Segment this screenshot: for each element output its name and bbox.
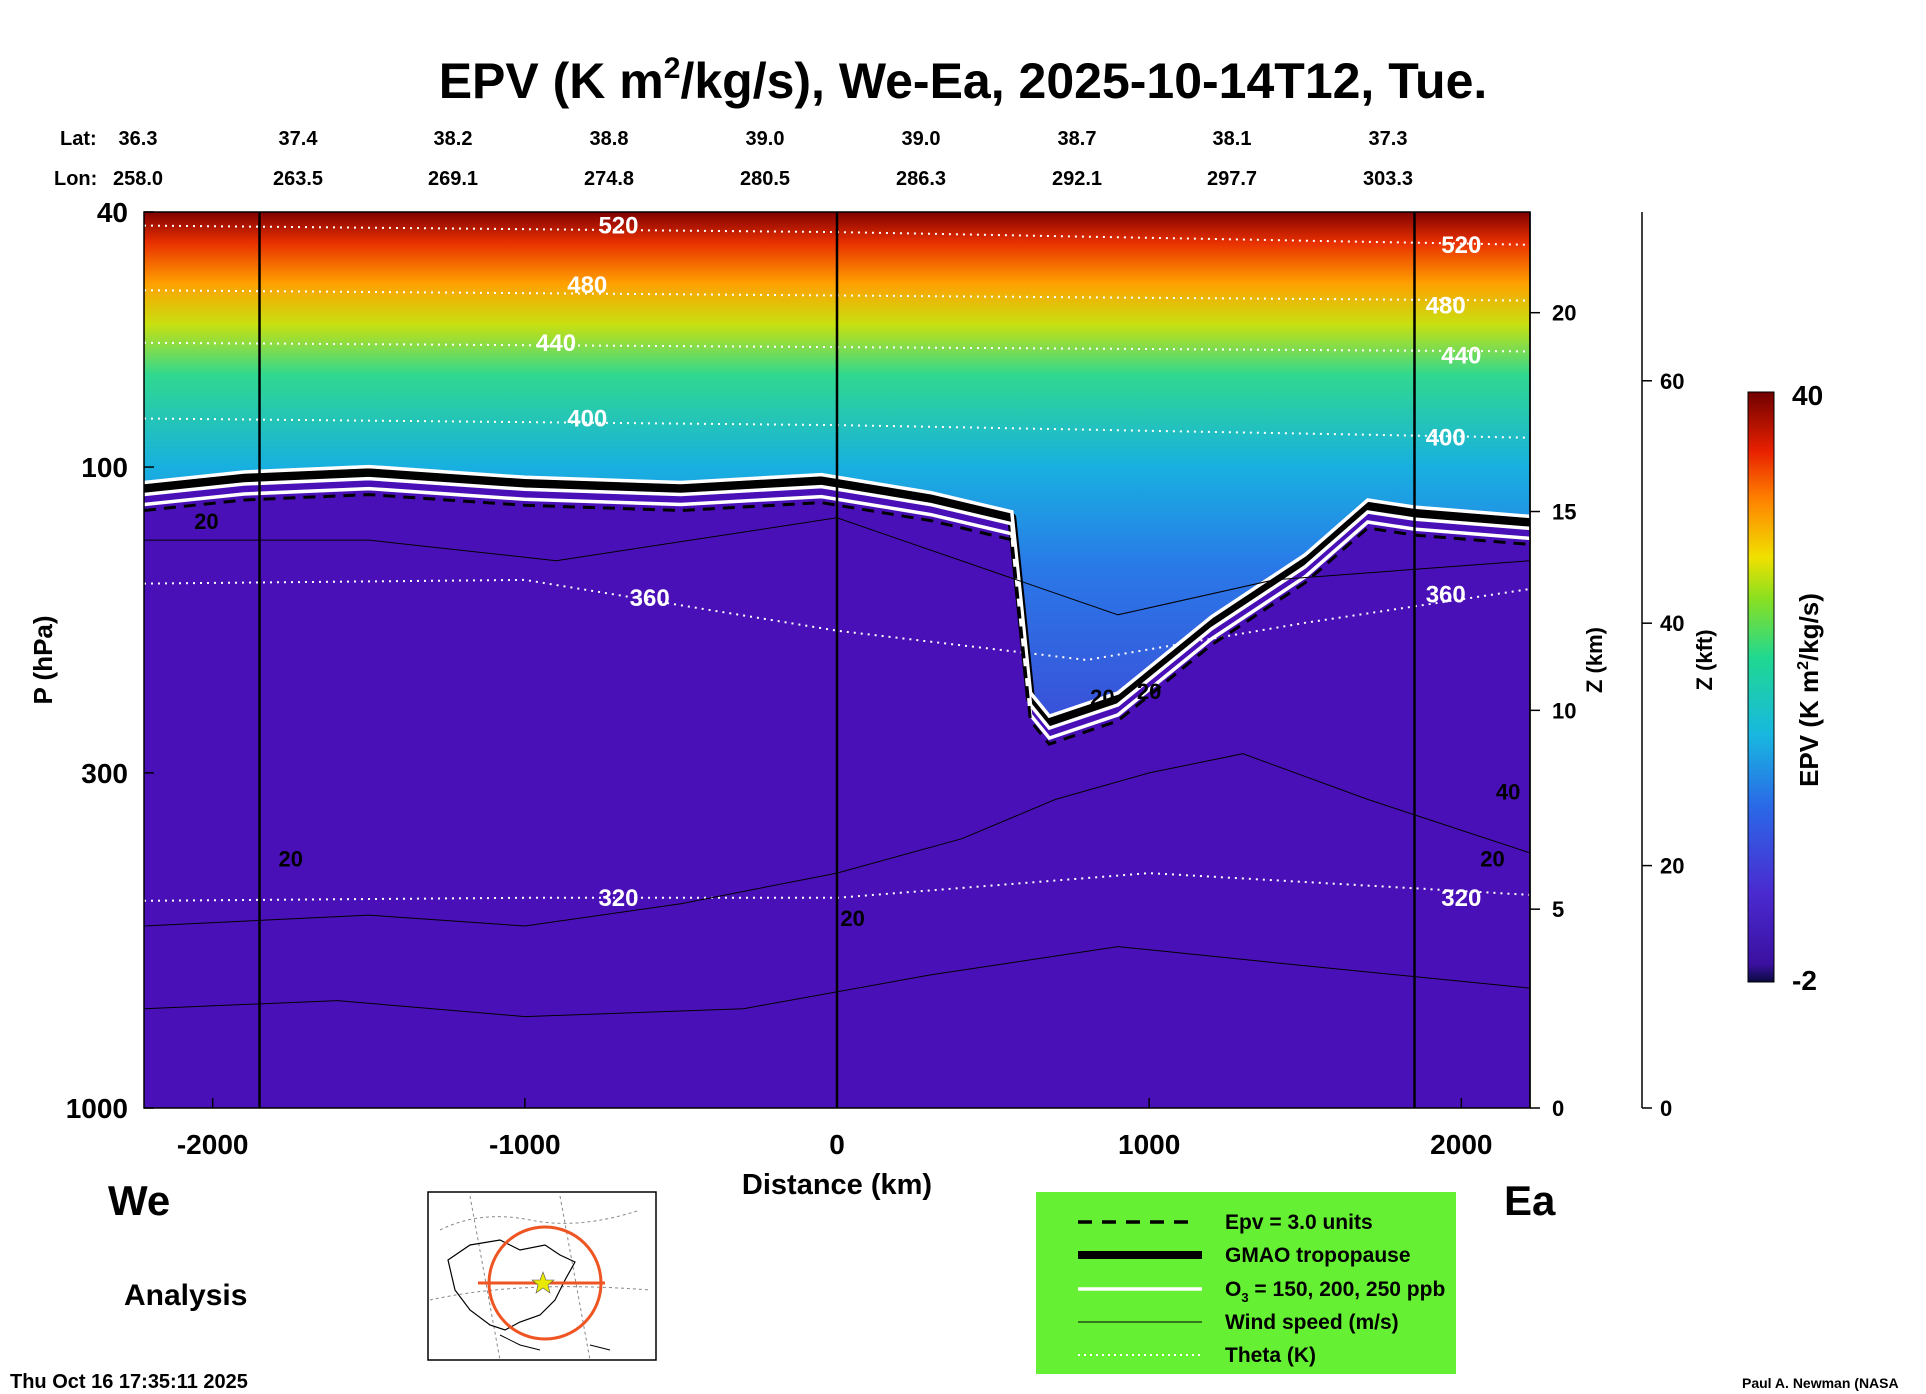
z-km-tick-label-1: 5 [1552,897,1564,922]
lon-tick-2: 269.1 [428,168,478,190]
legend-wind-label: Wind speed (m/s) [1225,1311,1399,1334]
x-tick-label-0: -2000 [177,1129,249,1160]
colorbar-label-sup: 2 [1795,661,1812,670]
x-tick-label-4: 2000 [1430,1129,1492,1160]
legend-ozone-label: O3 = 150, 200, 250 ppb [1225,1278,1445,1305]
lon-tick-0: 258.0 [113,168,163,190]
lat-tick-7: 38.1 [1213,128,1252,150]
chart-title: EPV (K m2/kg/s), We-Ea, 2025-10-14T12, T… [439,52,1488,109]
x-tick-label-1: -1000 [489,1129,561,1160]
z-km-tick-label-2: 10 [1552,698,1576,723]
y-axis: 40 100 300 1000 [66,197,154,1124]
wind-label-3: 20 [1090,685,1114,710]
east-end-label: Ea [1504,1177,1556,1224]
title-sup: 2 [664,52,681,85]
location-map [427,1191,657,1361]
theta-label-2: 440 [536,330,576,357]
y-tick-label-3: 1000 [66,1093,128,1124]
lat-tick-3: 38.8 [590,128,629,150]
z-kft-axis-label: Z (kft) [1692,629,1717,690]
analysis-label: Analysis [124,1279,247,1312]
ozone-line-2 [144,486,1530,741]
colorbar-label: EPV (K m2/kg/s) [1794,593,1824,787]
legend-theta-label: Theta (K) [1225,1344,1316,1367]
x-tick-label-2: 0 [829,1129,845,1160]
wind-label-2: 20 [840,906,864,931]
lon-tick-7: 297.7 [1207,168,1257,190]
lon-tick-5: 286.3 [896,168,946,190]
lat-tick-labels: 36.3 37.4 38.2 38.8 39.0 39.0 38.7 38.1 37.3 [119,128,1408,150]
x-axis: -2000 -1000 0 1000 2000 [177,1098,1492,1160]
wind-label-4: 20 [1137,679,1161,704]
title-suffix: /kg/s), We-Ea, 2025-10-14T12, Tue. [680,53,1487,109]
theta-label-8: 440 [1441,343,1481,370]
legend-ozone-prefix: O [1225,1278,1241,1301]
colorbar-min-label: -2 [1792,965,1817,996]
x-tick-label-3: 1000 [1118,1129,1180,1160]
y-axis-label: P (hPa) [28,615,58,704]
z-kft-tick-label-2: 40 [1660,611,1684,636]
z-kft-axis: 0 20 40 60 [1641,212,1684,1121]
lat-label: Lat: [60,128,97,150]
theta-label-9: 400 [1426,425,1466,452]
lat-tick-8: 37.3 [1369,128,1408,150]
wind-label-6: 20 [1480,847,1504,872]
z-km-tick-label-0: 0 [1552,1096,1564,1121]
lat-tick-5: 39.0 [902,128,941,150]
lon-tick-4: 280.5 [740,168,790,190]
lon-label: Lon: [54,168,97,190]
west-end-label: We [108,1177,170,1224]
lon-tick-labels: 258.0 263.5 269.1 274.8 280.5 286.3 292.1 297.7… [113,168,1413,190]
lon-tick-1: 263.5 [273,168,323,190]
lat-tick-1: 37.4 [279,128,319,150]
theta-label-1: 480 [567,272,607,299]
legend: Epv = 3.0 units GMAO tropopause O3 = 150… [1036,1192,1456,1374]
y-tick-label-2: 300 [81,758,128,789]
timestamp: Thu Oct 16 17:35:11 2025 [10,1371,248,1393]
lat-tick-6: 38.7 [1058,128,1097,150]
z-km-axis-label: Z (km) [1582,627,1607,693]
theta-label-3: 400 [567,406,607,433]
theta-label-7: 480 [1426,293,1466,320]
z-km-tick-label-3: 15 [1552,500,1576,525]
title-prefix: EPV (K m [439,53,664,109]
colorbar-label-suffix: /kg/s) [1794,593,1824,661]
wind-label-0: 20 [194,509,218,534]
colorbar [1747,391,1775,983]
theta-label-0: 520 [598,213,638,240]
lat-tick-4: 39.0 [746,128,785,150]
map-star-icon [531,1271,555,1294]
credit: Paul A. Newman (NASA [1742,1375,1899,1391]
z-km-tick-label-4: 20 [1552,301,1576,326]
y-tick-label-1: 100 [81,452,128,483]
colorbar-label-prefix: EPV (K m [1794,670,1824,787]
z-km-axis: 0 5 10 15 20 [1529,212,1576,1121]
epv-contour-line [144,493,1530,746]
lon-tick-3: 274.8 [584,168,634,190]
y-tick-label-0: 40 [97,197,128,228]
theta-label-5: 320 [598,885,638,912]
theta-label-4: 360 [630,585,670,612]
wind-contour-0 [144,753,1530,927]
legend-tropopause-label: GMAO tropopause [1225,1244,1411,1267]
theta-label-6: 520 [1441,232,1481,259]
theta-label-10: 360 [1426,581,1466,608]
lat-tick-2: 38.2 [434,128,473,150]
wind-label-1: 20 [278,847,302,872]
wind-label-5: 40 [1496,779,1520,804]
legend-ozone-sub: 3 [1241,1290,1248,1305]
z-kft-tick-label-0: 0 [1660,1096,1672,1121]
legend-ozone-suffix: = 150, 200, 250 ppb [1249,1278,1446,1301]
legend-epv-label: Epv = 3.0 units [1225,1211,1373,1234]
contour-overlays: 520 480 440 400 360 320 520 480 440 400 360 320 20 20… [144,212,1530,1108]
lon-tick-6: 292.1 [1052,168,1102,190]
lon-tick-8: 303.3 [1363,168,1413,190]
colorbar-max-label: 40 [1792,380,1823,411]
z-kft-tick-label-1: 20 [1660,854,1684,879]
x-axis-label: Distance (km) [742,1169,932,1201]
z-kft-tick-label-3: 60 [1660,369,1684,394]
lat-tick-0: 36.3 [119,128,158,150]
theta-label-11: 320 [1441,885,1481,912]
